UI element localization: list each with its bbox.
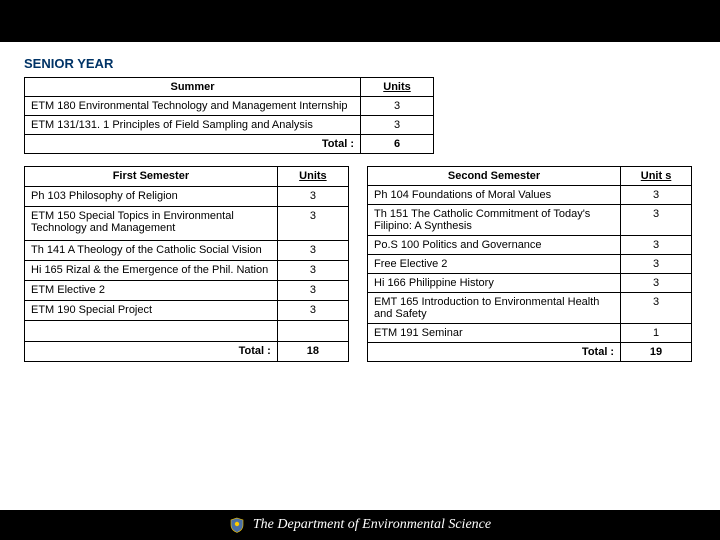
total-units: 19 <box>621 343 692 362</box>
total-units: 18 <box>277 341 348 361</box>
table-row: Hi 166 Philippine History3 <box>368 274 692 293</box>
total-row: Total : 19 <box>368 343 692 362</box>
units-cell: 3 <box>621 255 692 274</box>
table-row: Po.S 100 Politics and Governance3 <box>368 236 692 255</box>
course-cell: Th 141 A Theology of the Catholic Social… <box>25 240 278 260</box>
table-row: ETM 150 Special Topics in Environmental … <box>25 207 349 240</box>
units-cell: 3 <box>277 187 348 207</box>
semester-row: First Semester Units Ph 103 Philosophy o… <box>24 166 696 362</box>
total-row: Total : 6 <box>25 135 434 154</box>
summer-header-course: Summer <box>25 78 361 97</box>
empty-cell <box>277 321 348 341</box>
course-cell: ETM Elective 2 <box>25 280 278 300</box>
table-row: EMT 165 Introduction to Environmental He… <box>368 293 692 324</box>
table-row: ETM 191 Seminar1 <box>368 324 692 343</box>
units-cell: 3 <box>277 240 348 260</box>
units-cell: 1 <box>621 324 692 343</box>
table-row: ETM Elective 23 <box>25 280 349 300</box>
total-row: Total : 18 <box>25 341 349 361</box>
units-cell: 3 <box>621 274 692 293</box>
units-cell: 3 <box>277 301 348 321</box>
course-cell: Po.S 100 Politics and Governance <box>368 236 621 255</box>
table-row: ETM 180 Environmental Technology and Man… <box>25 97 434 116</box>
course-cell: Hi 166 Philippine History <box>368 274 621 293</box>
second-sem-header-course: Second Semester <box>368 167 621 186</box>
table-row: Hi 165 Rizal & the Emergence of the Phil… <box>25 260 349 280</box>
content-area: SENIOR YEAR Summer Units ETM 180 Environ… <box>0 42 720 362</box>
second-sem-table: Second Semester Unit s Ph 104 Foundation… <box>367 166 692 362</box>
units-cell: 3 <box>277 280 348 300</box>
course-cell: EMT 165 Introduction to Environmental He… <box>368 293 621 324</box>
course-cell: Hi 165 Rizal & the Emergence of the Phil… <box>25 260 278 280</box>
course-cell: Th 151 The Catholic Commitment of Today'… <box>368 205 621 236</box>
course-cell: ETM 190 Special Project <box>25 301 278 321</box>
footer-bar: The Department of Environmental Science <box>0 510 720 540</box>
first-sem-table: First Semester Units Ph 103 Philosophy o… <box>24 166 349 362</box>
total-units: 6 <box>361 135 434 154</box>
table-row: Th 151 The Catholic Commitment of Today'… <box>368 205 692 236</box>
course-cell: Free Elective 2 <box>368 255 621 274</box>
total-label: Total : <box>368 343 621 362</box>
second-sem-header-units: Unit s <box>621 167 692 186</box>
year-label: SENIOR YEAR <box>24 56 696 71</box>
units-cell: 3 <box>361 97 434 116</box>
empty-cell <box>25 321 278 341</box>
first-sem-header-course: First Semester <box>25 167 278 187</box>
table-row: ETM 131/131. 1 Principles of Field Sampl… <box>25 116 434 135</box>
table-row: Free Elective 23 <box>368 255 692 274</box>
course-cell: Ph 103 Philosophy of Religion <box>25 187 278 207</box>
top-bar <box>0 0 720 42</box>
units-cell: 3 <box>277 260 348 280</box>
first-sem-header-units: Units <box>277 167 348 187</box>
course-cell: ETM 131/131. 1 Principles of Field Sampl… <box>25 116 361 135</box>
summer-header-units: Units <box>361 78 434 97</box>
units-cell: 3 <box>361 116 434 135</box>
units-cell: 3 <box>621 205 692 236</box>
table-row: Ph 104 Foundations of Moral Values3 <box>368 186 692 205</box>
shield-icon <box>229 517 245 533</box>
course-cell: ETM 150 Special Topics in Environmental … <box>25 207 278 240</box>
total-label: Total : <box>25 135 361 154</box>
footer-text: The Department of Environmental Science <box>253 517 491 533</box>
table-row: Ph 103 Philosophy of Religion3 <box>25 187 349 207</box>
table-row: ETM 190 Special Project3 <box>25 301 349 321</box>
course-cell: ETM 180 Environmental Technology and Man… <box>25 97 361 116</box>
units-cell: 3 <box>277 207 348 240</box>
units-cell: 3 <box>621 293 692 324</box>
table-row: Th 141 A Theology of the Catholic Social… <box>25 240 349 260</box>
summer-table: Summer Units ETM 180 Environmental Techn… <box>24 77 434 154</box>
units-cell: 3 <box>621 236 692 255</box>
course-cell: ETM 191 Seminar <box>368 324 621 343</box>
course-cell: Ph 104 Foundations of Moral Values <box>368 186 621 205</box>
table-row <box>25 321 349 341</box>
total-label: Total : <box>25 341 278 361</box>
units-cell: 3 <box>621 186 692 205</box>
